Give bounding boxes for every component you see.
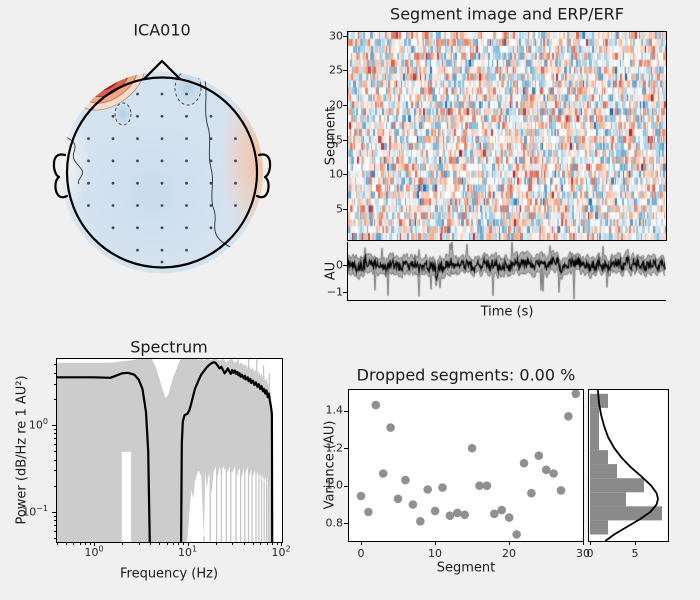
segment-ytick-25: 25 [329, 63, 343, 77]
erp-ytick-m1: −1 [326, 285, 343, 299]
spectrum-band [57, 359, 273, 542]
spectrum-plot [57, 359, 282, 542]
variance-hist-bar [590, 464, 617, 479]
variance-hist-bar [590, 436, 599, 451]
left-ear [52, 153, 69, 199]
variance-ytick-08: 0.8 [325, 516, 344, 530]
variance-point [408, 500, 418, 509]
variance-hist-bar [590, 421, 599, 436]
segment-ytick-30: 30 [329, 29, 343, 42]
topomap-title: ICA010 [133, 20, 191, 40]
variance-point [549, 469, 558, 478]
variance-xtick-20: 20 [502, 547, 516, 560]
variance-hist-bar [590, 407, 599, 422]
spectrum-ytick-1: 100 [28, 416, 48, 432]
spectrum-xtick-10: 101 [177, 544, 198, 559]
variance-point [512, 530, 521, 539]
variance-point [453, 508, 462, 518]
topomap-plot [52, 59, 272, 274]
topomap-pale-left-region [61, 110, 89, 214]
topomap-contour-left [63, 135, 84, 185]
variance-point [534, 451, 544, 460]
variance-point [378, 469, 388, 478]
variance-point [416, 517, 425, 526]
hist-xtick-5: 5 [631, 547, 639, 560]
electrode-dots [87, 92, 237, 264]
variance-point [430, 506, 440, 516]
variance-xtick-10: 10 [428, 547, 442, 560]
variance-point [364, 507, 373, 517]
spectrum-ytick-01: 10−1 [22, 503, 48, 519]
variance-point [556, 486, 566, 495]
variance-point [504, 513, 514, 522]
variance-hist-bar [590, 478, 644, 493]
spectrum-xlabel: Frequency (Hz) [119, 566, 219, 582]
variance-point [438, 483, 447, 492]
variance-scatter-plot [349, 390, 583, 541]
variance-point [490, 509, 499, 519]
variance-point [482, 481, 492, 490]
variance-point [527, 488, 536, 498]
variance-point [519, 458, 529, 468]
variance-xtick-30: 30 [576, 547, 590, 560]
variance-histogram-plot [589, 390, 667, 541]
topomap-dashed-contour-frontal [174, 71, 202, 106]
head-circle [65, 76, 259, 269]
variance-hist-bar [590, 520, 608, 535]
dropped-segments-title: Dropped segments: 0.00 % [356, 365, 576, 385]
variance-point [571, 390, 581, 399]
variance-point [423, 485, 432, 494]
spectrum-xtick-100: 102 [271, 544, 291, 559]
erp-ytick-0: 0 [336, 258, 343, 272]
topomap-deeper-blue-region [77, 122, 227, 262]
spectrum-title: Spectrum [130, 337, 208, 357]
right-ear [255, 153, 272, 199]
variance-point [445, 511, 455, 520]
variance-point [386, 423, 395, 432]
variance-point [564, 412, 573, 421]
variance-point [497, 505, 506, 515]
erp-erf-trace [348, 242, 666, 300]
segment-ytick-5: 5 [336, 202, 343, 216]
variance-point [371, 400, 381, 410]
variance-xtick-0: 0 [357, 547, 365, 560]
variance-xlabel: Segment [436, 560, 496, 576]
head-outline [52, 59, 272, 269]
segment-ytick-20: 20 [329, 98, 343, 112]
nose [142, 59, 182, 81]
variance-point [467, 443, 477, 453]
variance-point [401, 475, 410, 485]
spectrum-ylabel: Power (dB/Hz re 1 AU²) [14, 375, 30, 525]
variance-ylabel: Variance (AU) [322, 420, 338, 510]
spectrum-band-gap [121, 451, 132, 542]
variance-ytick-10: 1.0 [325, 478, 344, 492]
topomap-dashed-contour-small [114, 102, 132, 126]
segment-ytick-15: 15 [329, 133, 343, 146]
segment-ytick-10: 10 [329, 167, 343, 181]
variance-point [356, 491, 366, 501]
segment-image-title: Segment image and ERP/ERF [390, 4, 624, 24]
segment-image-heatmap [348, 32, 666, 240]
variance-hist-bar [590, 506, 662, 521]
topomap-contour-right [204, 79, 233, 249]
topomap-blue-pocket-small [114, 102, 132, 126]
spectrum-xtick-1: 100 [84, 544, 104, 559]
variance-point [460, 510, 469, 520]
variance-ytick-12: 1.2 [325, 441, 344, 455]
erp-xlabel: Time (s) [480, 304, 534, 320]
variance-point [475, 481, 484, 490]
hist-xtick-0: 0 [586, 547, 594, 560]
variance-point [393, 494, 403, 504]
spectrum-mean-line [57, 361, 274, 542]
variance-ytick-14: 1.4 [325, 403, 344, 417]
variance-point [541, 465, 551, 475]
variance-hist-bar [590, 450, 608, 465]
variance-fit-curve [597, 390, 659, 541]
variance-hist-bar [590, 492, 626, 507]
